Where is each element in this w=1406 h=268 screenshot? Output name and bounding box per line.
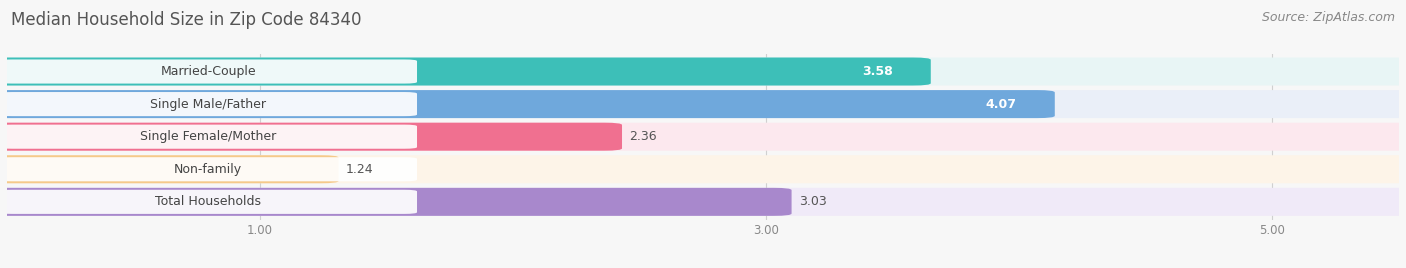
Text: 2.36: 2.36 bbox=[630, 130, 657, 143]
FancyBboxPatch shape bbox=[0, 90, 1406, 118]
Text: Total Households: Total Households bbox=[155, 195, 262, 208]
Text: Single Female/Mother: Single Female/Mother bbox=[141, 130, 277, 143]
FancyBboxPatch shape bbox=[0, 58, 931, 85]
Text: 4.07: 4.07 bbox=[986, 98, 1017, 111]
Text: Married-Couple: Married-Couple bbox=[160, 65, 256, 78]
FancyBboxPatch shape bbox=[0, 125, 418, 149]
Text: 3.03: 3.03 bbox=[799, 195, 827, 208]
FancyBboxPatch shape bbox=[0, 58, 1406, 85]
FancyBboxPatch shape bbox=[0, 123, 621, 151]
FancyBboxPatch shape bbox=[0, 155, 1406, 183]
FancyBboxPatch shape bbox=[0, 190, 418, 214]
FancyBboxPatch shape bbox=[0, 92, 418, 116]
Text: Single Male/Father: Single Male/Father bbox=[150, 98, 266, 111]
FancyBboxPatch shape bbox=[0, 59, 418, 84]
FancyBboxPatch shape bbox=[0, 123, 1406, 151]
FancyBboxPatch shape bbox=[0, 157, 418, 181]
Text: 3.58: 3.58 bbox=[862, 65, 893, 78]
FancyBboxPatch shape bbox=[0, 188, 792, 216]
FancyBboxPatch shape bbox=[0, 90, 1054, 118]
Text: Median Household Size in Zip Code 84340: Median Household Size in Zip Code 84340 bbox=[11, 11, 361, 29]
Text: Non-family: Non-family bbox=[174, 163, 242, 176]
Text: 1.24: 1.24 bbox=[346, 163, 374, 176]
Text: Source: ZipAtlas.com: Source: ZipAtlas.com bbox=[1261, 11, 1395, 24]
FancyBboxPatch shape bbox=[0, 188, 1406, 216]
FancyBboxPatch shape bbox=[0, 155, 339, 183]
